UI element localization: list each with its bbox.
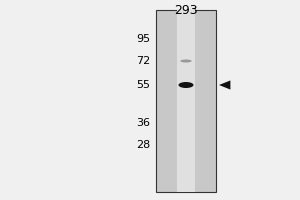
Text: 28: 28	[136, 140, 150, 150]
Text: 95: 95	[136, 34, 150, 44]
Bar	[156, 10, 216, 192]
Text: 36: 36	[136, 118, 150, 128]
Polygon shape	[219, 80, 230, 90]
Ellipse shape	[178, 82, 194, 88]
Ellipse shape	[180, 60, 192, 62]
Text: 293: 293	[174, 4, 198, 18]
Text: 72: 72	[136, 56, 150, 66]
Text: 55: 55	[136, 80, 150, 90]
Bar	[177, 10, 195, 192]
